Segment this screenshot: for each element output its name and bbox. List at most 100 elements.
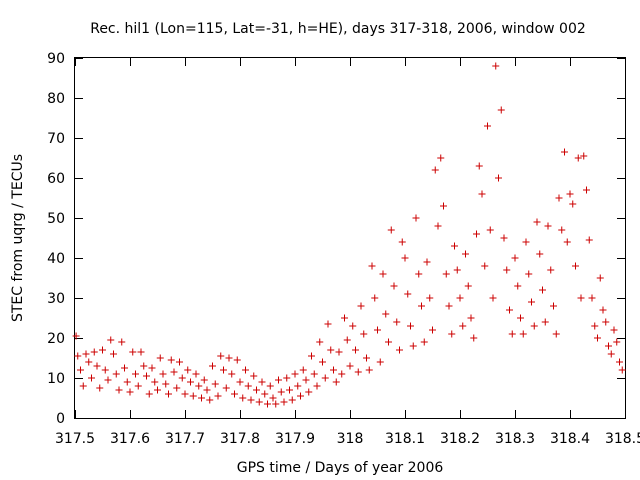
data-point (594, 334, 601, 342)
data-point (170, 368, 178, 376)
data-point (308, 352, 315, 360)
data-point (203, 386, 211, 394)
data-point (486, 226, 494, 234)
data-point (401, 254, 409, 262)
data-point (495, 174, 502, 182)
data-point (209, 362, 216, 370)
y-tick-label: 60 (47, 171, 65, 187)
data-point (616, 358, 623, 366)
data-point (500, 234, 508, 242)
data-point (437, 154, 445, 162)
data-point (247, 396, 255, 404)
data-point (349, 322, 357, 330)
data-point (508, 330, 516, 338)
data-point (253, 386, 260, 394)
data-point (481, 262, 489, 270)
data-point (346, 362, 354, 370)
data-point (211, 380, 219, 388)
data-point (286, 386, 293, 394)
data-point (159, 370, 167, 378)
data-point (442, 270, 450, 278)
data-point (151, 378, 159, 386)
data-point (198, 394, 205, 402)
data-point (613, 338, 621, 346)
data-point (599, 306, 607, 314)
data-point (431, 166, 439, 174)
data-point (214, 392, 222, 400)
x-tick-label: 318 (337, 431, 364, 447)
data-point (162, 380, 170, 388)
data-point (305, 388, 313, 396)
data-point (363, 354, 370, 362)
data-point (313, 382, 321, 390)
data-point (459, 322, 467, 330)
data-point (110, 350, 117, 358)
data-point (233, 356, 241, 364)
data-point (503, 266, 511, 274)
data-point (335, 348, 343, 356)
data-point (418, 302, 425, 310)
data-point (371, 294, 379, 302)
data-point (206, 396, 214, 404)
x-tick-label: 318.3 (495, 431, 535, 447)
data-point (192, 370, 200, 378)
data-point (404, 290, 412, 298)
data-point (561, 148, 568, 156)
data-point (605, 342, 612, 350)
data-point (464, 282, 472, 290)
data-point (497, 106, 505, 114)
data-point (376, 358, 384, 366)
data-point (434, 222, 442, 230)
data-point (385, 338, 392, 346)
data-point (352, 346, 359, 354)
data-point (123, 378, 131, 386)
x-tick-label: 317.9 (275, 431, 315, 447)
y-tick-label: 50 (47, 211, 65, 227)
data-point (327, 346, 335, 354)
data-point (440, 202, 447, 210)
data-point (200, 376, 208, 384)
data-point (618, 366, 626, 374)
data-point (220, 366, 227, 374)
data-point (132, 370, 139, 378)
data-point (514, 282, 522, 290)
data-point (544, 222, 552, 230)
data-point (126, 388, 134, 396)
x-tick-label: 317.6 (110, 431, 150, 447)
data-point (299, 366, 307, 374)
data-point (577, 294, 585, 302)
data-point (115, 386, 123, 394)
data-point (470, 334, 478, 342)
data-point (93, 362, 101, 370)
data-point (239, 394, 247, 402)
data-point (217, 352, 225, 360)
data-point (140, 362, 148, 370)
y-tick-label: 0 (56, 411, 65, 427)
data-point (148, 364, 156, 372)
data-point (572, 262, 579, 270)
x-tick-label: 317.7 (165, 431, 205, 447)
data-point (250, 372, 258, 380)
data-point (154, 386, 161, 394)
data-point (475, 162, 483, 170)
data-point (118, 338, 126, 346)
data-point (473, 230, 480, 238)
data-point (583, 186, 590, 194)
data-point (77, 366, 84, 374)
data-point (277, 388, 285, 396)
data-point (453, 266, 461, 274)
data-point (255, 398, 263, 406)
x-tick-label: 317.5 (55, 431, 95, 447)
data-point (393, 318, 401, 326)
x-tick-label: 318.5 (605, 431, 640, 447)
data-point (195, 382, 203, 390)
data-point (178, 374, 186, 382)
data-point (324, 320, 332, 328)
data-point (261, 390, 269, 398)
data-point (387, 226, 395, 234)
data-point (462, 250, 469, 258)
data-point (343, 336, 351, 344)
data-point (275, 376, 282, 384)
data-point (294, 382, 302, 390)
data-point (321, 374, 329, 382)
